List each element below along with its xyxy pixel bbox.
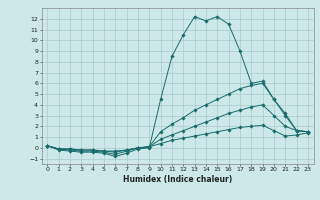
- X-axis label: Humidex (Indice chaleur): Humidex (Indice chaleur): [123, 175, 232, 184]
